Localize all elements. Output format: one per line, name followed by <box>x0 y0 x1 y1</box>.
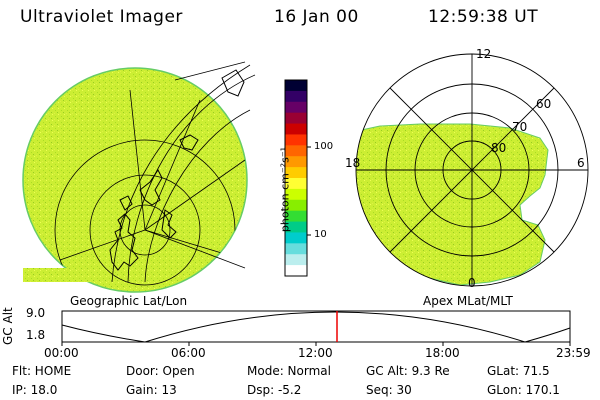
mode-status: Mode: Normal <box>247 364 331 378</box>
gc-alt-ytick-top: 9.0 <box>26 306 46 320</box>
seq-status: Seq: 30 <box>366 383 412 397</box>
earth-disk <box>22 67 248 293</box>
lat-label-60: 60 <box>536 97 552 111</box>
auroral-oval <box>356 123 549 286</box>
mlt-label-0: 0 <box>468 276 476 290</box>
door-status: Door: Open <box>126 364 195 378</box>
colorbar-swatch <box>285 199 307 212</box>
intensity-colorbar <box>284 79 311 277</box>
gain-status: Gain: 13 <box>126 383 177 397</box>
colorbar-swatch <box>285 254 307 266</box>
colorbar-swatch <box>285 134 307 146</box>
colorbar-swatch <box>285 167 307 179</box>
colorbar-swatch <box>285 156 307 168</box>
colorbar-swatch <box>285 80 307 92</box>
colorbar-frame <box>284 79 308 277</box>
colorbar-tick-10: 10 <box>314 229 327 240</box>
polar-grid <box>355 53 589 287</box>
colorbar-swatch <box>285 123 307 135</box>
mlt-label-6: 6 <box>577 156 585 170</box>
colorbar-unit-label: photon cm⁻²s⁻¹ <box>278 146 292 233</box>
mlt-label-18: 18 <box>345 156 361 170</box>
colorbar-swatch <box>285 265 307 277</box>
gc-alt-curve <box>61 311 571 343</box>
time-label: 12:59:38 UT <box>428 7 539 27</box>
glat-status: GLat: 71.5 <box>487 364 550 378</box>
time-tick-0000: 00:00 <box>44 346 79 360</box>
gc-alt-ylabel: GC Alt <box>1 307 15 345</box>
colorbar-swatch <box>285 221 307 233</box>
apex-polar-image <box>355 53 589 287</box>
earth-disk-lower <box>23 268 108 282</box>
geographic-image <box>22 61 256 293</box>
colorbar-tick-100: 100 <box>314 141 334 152</box>
flight-status: Flt: HOME <box>12 364 72 378</box>
gc-alt-plot: GC Alt <box>1 307 571 346</box>
grid-outside <box>111 61 256 283</box>
gc-alt-status: GC Alt: 9.3 Re <box>366 364 450 378</box>
date-label: 16 Jan 00 <box>274 7 359 27</box>
left-panel-caption: Geographic Lat/Lon <box>70 294 188 308</box>
colorbar-swatch <box>285 188 307 201</box>
colorbar-swatch <box>285 101 307 114</box>
colorbar-swatch <box>285 90 307 103</box>
mlt-label-12: 12 <box>476 47 492 61</box>
colorbar-swatch <box>285 178 307 190</box>
gc-alt-ytick-bottom: 1.8 <box>26 328 46 342</box>
time-tick-2359: 23:59 <box>556 346 591 360</box>
colorbar-swatch <box>285 243 307 255</box>
lat-label-70: 70 <box>512 120 528 134</box>
colorbar-swatch <box>285 112 307 125</box>
ip-status: IP: 18.0 <box>12 383 58 397</box>
gc-alt-frame <box>61 310 571 343</box>
dsp-status: Dsp: -5.2 <box>247 383 302 397</box>
coastlines <box>109 69 245 271</box>
colorbar-swatch <box>285 210 307 223</box>
colorbar-swatch <box>285 232 307 244</box>
glon-status: GLon: 170.1 <box>487 383 560 397</box>
lat-label-80: 80 <box>491 141 507 155</box>
app-title: Ultraviolet Imager <box>20 7 183 27</box>
time-tick-1800: 18:00 <box>425 346 460 360</box>
colorbar-swatch <box>285 145 307 157</box>
right-panel-caption: Apex MLat/MLT <box>423 294 513 308</box>
time-tick-1200: 12:00 <box>298 346 333 360</box>
time-tick-0600: 06:00 <box>171 346 206 360</box>
